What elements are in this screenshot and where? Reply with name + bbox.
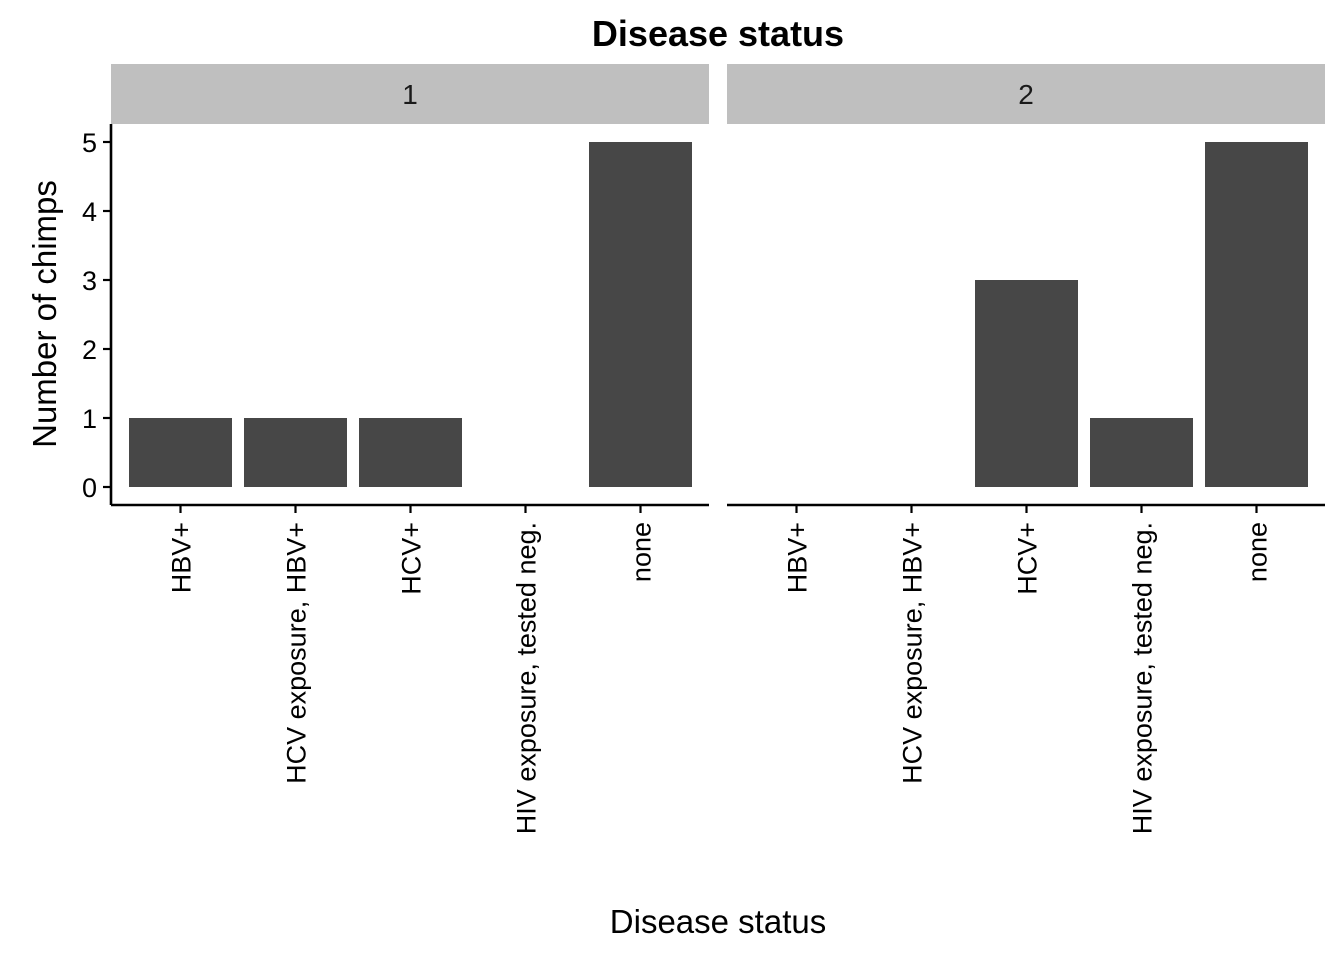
x-tick-label: HCV+ bbox=[397, 522, 427, 595]
facet-strip-2 bbox=[727, 64, 1325, 124]
x-tick-label: HCV+ bbox=[1013, 522, 1043, 595]
x-tick-label: none bbox=[627, 522, 657, 582]
facet-strip-1 bbox=[111, 64, 709, 124]
facet-strip-label: 1 bbox=[402, 79, 418, 110]
bar-1-3 bbox=[359, 418, 462, 487]
y-axis-title: Number of chimps bbox=[26, 180, 63, 448]
y-tick-label: 2 bbox=[82, 335, 97, 365]
x-tick-label: HIV exposure, tested neg. bbox=[512, 522, 542, 834]
facet-panel-2: 2 HBV+ HCV exposure, HBV+ HCV+ HIV exposure,… bbox=[727, 64, 1325, 834]
y-tick-label: 3 bbox=[82, 266, 97, 296]
facet-panel-1: 1 HBV+ HCV exposure, HBV+ HCV+ HIV exposure,… bbox=[82, 64, 709, 834]
facet-strip-label: 2 bbox=[1018, 79, 1034, 110]
x-tick-label: none bbox=[1243, 522, 1273, 582]
x-tick-label: HCV exposure, HBV+ bbox=[898, 522, 928, 784]
x-tick-label: HBV+ bbox=[167, 522, 197, 593]
bar-1-5 bbox=[589, 142, 692, 487]
bar-2-5 bbox=[1205, 142, 1308, 487]
x-axis-title: Disease status bbox=[610, 903, 826, 940]
y-tick-label: 1 bbox=[82, 404, 97, 434]
y-tick-label: 4 bbox=[82, 197, 97, 227]
bar-2-3 bbox=[975, 280, 1078, 487]
y-tick-label: 0 bbox=[82, 473, 97, 503]
chart-title: Disease status bbox=[592, 13, 844, 54]
bar-2-4 bbox=[1090, 418, 1193, 487]
x-tick-label: HBV+ bbox=[783, 522, 813, 593]
y-tick-label: 5 bbox=[82, 128, 97, 158]
bar-1-1 bbox=[129, 418, 232, 487]
x-tick-label: HIV exposure, tested neg. bbox=[1128, 522, 1158, 834]
facet-panels: 1 HBV+ HCV exposure, HBV+ HCV+ HIV exposure,… bbox=[82, 64, 1325, 834]
x-tick-label: HCV exposure, HBV+ bbox=[282, 522, 312, 784]
bar-1-2 bbox=[244, 418, 347, 487]
